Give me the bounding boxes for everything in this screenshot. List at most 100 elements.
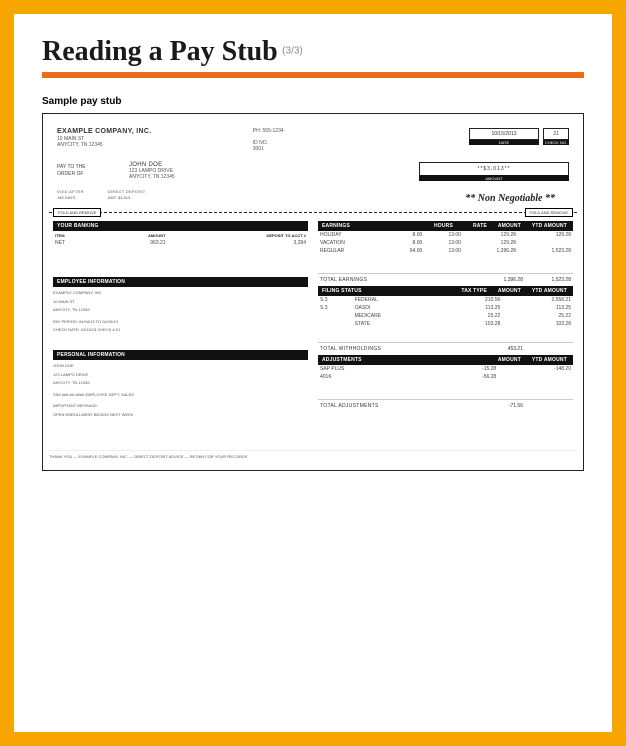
checkno-box: 21 xyxy=(543,128,569,140)
e-r2c1: 64.00 xyxy=(386,247,425,255)
f-r1c3: 113.25 xyxy=(502,304,573,312)
payee-addr2: ANYCITY, TN 12345 xyxy=(129,174,419,180)
paystub: EXAMPLE COMPANY, INC. 10 MAIN ST ANYCITY… xyxy=(42,113,584,471)
void-lbl-1: DIRECT DEPOSIT xyxy=(108,189,146,195)
sample-label: Sample pay stub xyxy=(42,96,584,107)
detail-grid: YOUR BANKING ITEM AMOUNT DEPOSIT TO ACCT… xyxy=(49,217,577,421)
pers-title: PERSONAL INFORMATION xyxy=(57,352,304,358)
earn-title: EARNINGS xyxy=(322,223,421,229)
e-r1c2: 13.00 xyxy=(424,239,463,247)
adj-tot-blank xyxy=(523,403,571,409)
bar-check: CHECK NO. xyxy=(545,140,567,145)
adj-tot-amt: -71.56 xyxy=(475,403,523,409)
fil-c3: YTD AMOUNT xyxy=(523,288,569,294)
bank-h0: ITEM xyxy=(53,231,98,239)
pers-msg: OPEN ENROLLMENT BEGINS NEXT WEEK xyxy=(53,412,308,418)
fil-tot-blank xyxy=(523,346,571,352)
earn-tot-lbl: TOTAL EARNINGS xyxy=(320,277,475,283)
f-r2c2: 25.22 xyxy=(444,312,502,320)
fil-c1: TAX TYPE xyxy=(443,288,489,294)
e-r1c1: 8.00 xyxy=(386,239,425,247)
filing-table: S 3FEDERAL210.562,558.21 S 3OASDI113.251… xyxy=(318,296,573,328)
e-r0c0: HOLIDAY xyxy=(318,231,386,239)
e-r2c2: 13.00 xyxy=(424,247,463,255)
payto2: ORDER OF xyxy=(57,171,129,178)
emp-note2: CHECK DATE: 10/15/13 CHECK # 21 xyxy=(53,327,308,333)
adj-tot-lbl: TOTAL ADJUSTMENTS xyxy=(320,403,475,409)
banking-title: YOUR BANKING xyxy=(57,223,304,229)
page-title: Reading a Pay Stub (3/3) xyxy=(42,36,584,68)
e-r0c1: 8.00 xyxy=(386,231,425,239)
accent-rule xyxy=(42,72,584,78)
section-banking: YOUR BANKING xyxy=(53,221,308,231)
a-r1c3 xyxy=(498,373,573,381)
adj-c2: AMOUNT xyxy=(489,357,523,363)
f-r3c1: STATE xyxy=(353,320,445,328)
f-r2c0 xyxy=(318,312,353,320)
adj-c3: YTD AMOUNT xyxy=(523,357,569,363)
pers-msg-head: IMPORTANT MESSAGE: xyxy=(53,403,308,409)
e-r2c0: REGULAR xyxy=(318,247,386,255)
section-personal: PERSONAL INFORMATION xyxy=(53,350,308,360)
fil-tot-amt: 453.21 xyxy=(475,346,523,352)
fil-c2: AMOUNT xyxy=(489,288,523,294)
e-r1c4 xyxy=(518,239,573,247)
bank-r0c1: 963.21 xyxy=(98,239,167,247)
section-earnings: EARNINGS HOURS RATE AMOUNT YTD AMOUNT xyxy=(318,221,573,231)
bank-r0c2: 3,284 xyxy=(168,239,308,247)
earn-c3: AMOUNT xyxy=(489,223,523,229)
e-r1c3: 129.28 xyxy=(463,239,518,247)
fil-tot-lbl: TOTAL WITHHOLDINGS xyxy=(320,346,475,352)
section-employee: EMPLOYEE INFORMATION xyxy=(53,277,308,287)
section-filing: FILING STATUS TAX TYPE AMOUNT YTD AMOUNT xyxy=(318,286,573,296)
phone: 555-1234 xyxy=(263,128,284,134)
a-r0c2: -15.28 xyxy=(433,365,498,373)
detail-left: YOUR BANKING ITEM AMOUNT DEPOSIT TO ACCT… xyxy=(53,221,308,421)
adjust-total: TOTAL ADJUSTMENTS -71.56 xyxy=(318,399,573,412)
document-frame: Reading a Pay Stub (3/3) Sample pay stub… xyxy=(0,0,626,746)
id-value: 3001 xyxy=(253,146,389,152)
payto-row: PAY TO THE ORDER OF JOHN DOE 123 LAMPO D… xyxy=(49,156,577,189)
title-text: Reading a Pay Stub xyxy=(42,36,278,67)
pers-ssn: SS# ###-##-#### EMPLOYEE DEPT: SALES xyxy=(53,392,308,398)
a-r1c2: -56.28 xyxy=(433,373,498,381)
f-r3c0 xyxy=(318,320,353,328)
earn-c2: RATE xyxy=(455,223,489,229)
e-r0c2: 13.00 xyxy=(424,231,463,239)
date-box: 10/15/2013 xyxy=(469,128,539,140)
f-r0c0: S 3 xyxy=(318,296,353,304)
section-adjust: ADJUSTMENTS AMOUNT YTD AMOUNT xyxy=(318,355,573,365)
phone-label: PH: xyxy=(253,128,261,134)
earnings-table: HOLIDAY8.0013.00129.28129.28 VACATION8.0… xyxy=(318,231,573,255)
perf-right: FOLD AND REMOVE xyxy=(525,208,573,217)
amount-box: **$3,013** xyxy=(419,162,569,176)
earn-c4: YTD AMOUNT xyxy=(523,223,569,229)
adjust-table: SAP PLUS-15.28-148.20 401K-56.28 xyxy=(318,365,573,381)
f-r3c3: 103.28 xyxy=(502,320,573,328)
bank-h1: AMOUNT xyxy=(98,231,167,239)
e-r0c4: 129.28 xyxy=(518,231,573,239)
earn-c1: HOURS xyxy=(421,223,455,229)
company-addr2: ANYCITY, TN 12345 xyxy=(57,142,253,148)
footer-line: THANK YOU — EXAMPLE COMPANY, INC. — DIRE… xyxy=(49,450,577,460)
f-r0c1: FEDERAL xyxy=(353,296,445,304)
e-r2c3: 1,396.28 xyxy=(463,247,518,255)
void-row: VOID AFTER180 DAYS DIRECT DEPOSITAMT: $3… xyxy=(49,189,577,208)
f-r0c3: 2,558.21 xyxy=(502,296,573,304)
f-r2c1: MEDICARE xyxy=(353,312,445,320)
bar-date: DATE xyxy=(499,140,509,145)
fil-title: FILING STATUS xyxy=(322,288,443,294)
adj-title: ADJUSTMENTS xyxy=(322,357,489,363)
earn-tot-amt: 1,396.28 xyxy=(475,277,523,283)
void-val-1: AMT: $3,013 xyxy=(108,195,146,201)
void-val-0: 180 DAYS xyxy=(57,195,84,201)
bank-h2: DEPOSIT TO ACCT # xyxy=(168,231,308,239)
amount-bar: AMOUNT xyxy=(485,176,502,181)
f-r2c3: 25.22 xyxy=(502,312,573,320)
f-r0c2: 210.56 xyxy=(444,296,502,304)
a-r0c0: SAP PLUS xyxy=(318,365,419,373)
earn-tot-ytd: 1,523.28 xyxy=(523,277,571,283)
f-r1c0: S 3 xyxy=(318,304,353,312)
perforation: FOLD AND REMOVE FOLD AND REMOVE xyxy=(49,212,577,213)
company-name: EXAMPLE COMPANY, INC. xyxy=(57,128,253,135)
